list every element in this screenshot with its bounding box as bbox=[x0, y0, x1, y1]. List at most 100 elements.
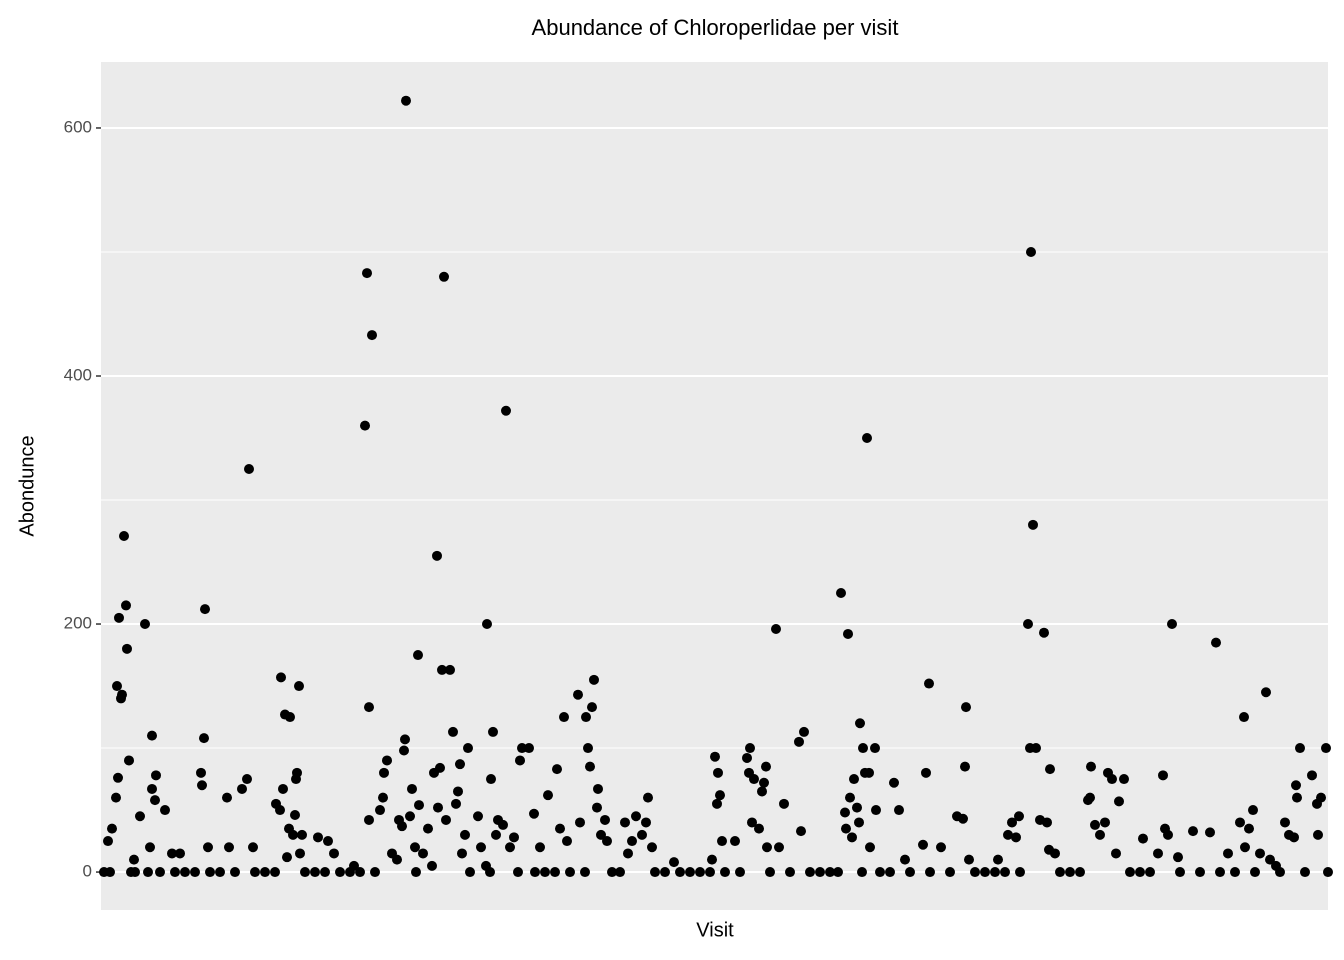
point bbox=[329, 848, 339, 859]
point bbox=[244, 464, 254, 475]
point bbox=[1075, 867, 1085, 878]
point bbox=[465, 867, 475, 878]
point bbox=[190, 867, 200, 878]
point bbox=[1095, 829, 1105, 840]
point bbox=[1007, 817, 1017, 828]
point bbox=[815, 867, 825, 878]
point bbox=[871, 805, 881, 816]
point bbox=[627, 836, 637, 847]
point bbox=[1065, 867, 1075, 878]
point bbox=[237, 783, 247, 794]
point bbox=[1086, 761, 1096, 772]
point bbox=[710, 751, 720, 762]
point bbox=[345, 867, 355, 878]
point bbox=[958, 813, 968, 824]
point bbox=[1042, 817, 1052, 828]
point bbox=[517, 743, 527, 754]
point bbox=[1300, 867, 1310, 878]
point bbox=[1275, 867, 1285, 878]
point bbox=[1265, 854, 1275, 865]
point bbox=[124, 755, 134, 766]
point bbox=[455, 759, 465, 770]
point bbox=[1292, 792, 1302, 803]
point bbox=[1023, 619, 1033, 630]
point bbox=[400, 734, 410, 745]
point bbox=[1230, 867, 1240, 878]
point bbox=[685, 867, 695, 878]
point bbox=[796, 826, 806, 837]
point bbox=[170, 867, 180, 878]
point bbox=[433, 802, 443, 813]
point bbox=[875, 867, 885, 878]
point bbox=[623, 848, 633, 859]
point bbox=[295, 848, 305, 859]
point bbox=[647, 842, 657, 853]
point bbox=[1211, 637, 1221, 648]
point bbox=[1011, 832, 1021, 843]
point bbox=[1163, 829, 1173, 840]
point bbox=[515, 755, 525, 766]
point bbox=[757, 786, 767, 797]
point bbox=[1050, 848, 1060, 859]
point bbox=[540, 867, 550, 878]
point bbox=[482, 619, 492, 630]
point bbox=[505, 842, 515, 853]
point bbox=[485, 867, 495, 878]
point bbox=[1205, 827, 1215, 838]
point bbox=[367, 330, 377, 341]
point bbox=[441, 814, 451, 825]
point bbox=[270, 867, 280, 878]
point bbox=[509, 832, 519, 843]
point bbox=[1307, 770, 1317, 781]
point bbox=[282, 852, 292, 863]
point bbox=[355, 867, 365, 878]
point bbox=[242, 774, 252, 785]
point bbox=[660, 867, 670, 878]
point bbox=[961, 702, 971, 713]
point bbox=[150, 795, 160, 806]
point bbox=[1239, 712, 1249, 723]
x-axis-title: Visit bbox=[696, 919, 734, 941]
point bbox=[695, 867, 705, 878]
point bbox=[847, 832, 857, 843]
point bbox=[858, 743, 868, 754]
point bbox=[759, 777, 769, 788]
point bbox=[114, 612, 124, 623]
y-tick-label: 400 bbox=[64, 365, 92, 384]
panel bbox=[101, 62, 1328, 910]
point bbox=[423, 823, 433, 834]
point bbox=[573, 689, 583, 700]
point bbox=[925, 867, 935, 878]
y-tick-label: 200 bbox=[64, 614, 92, 633]
point bbox=[970, 867, 980, 878]
point bbox=[130, 867, 140, 878]
point bbox=[290, 810, 300, 821]
point bbox=[894, 805, 904, 816]
point bbox=[215, 867, 225, 878]
point bbox=[1000, 867, 1010, 878]
point bbox=[669, 857, 679, 868]
point bbox=[135, 811, 145, 822]
point bbox=[248, 842, 258, 853]
point bbox=[865, 842, 875, 853]
point bbox=[836, 588, 846, 599]
point bbox=[362, 268, 372, 279]
point bbox=[529, 808, 539, 819]
point bbox=[435, 762, 445, 773]
point bbox=[397, 821, 407, 832]
point bbox=[260, 867, 270, 878]
point bbox=[167, 848, 177, 859]
point bbox=[432, 550, 442, 561]
point bbox=[615, 867, 625, 878]
point bbox=[197, 780, 207, 791]
point bbox=[292, 767, 302, 778]
point bbox=[250, 867, 260, 878]
point bbox=[437, 664, 447, 675]
point bbox=[418, 848, 428, 859]
point bbox=[870, 743, 880, 754]
point bbox=[585, 761, 595, 772]
point bbox=[378, 792, 388, 803]
point bbox=[1188, 826, 1198, 837]
point bbox=[323, 836, 333, 847]
point bbox=[552, 764, 562, 775]
